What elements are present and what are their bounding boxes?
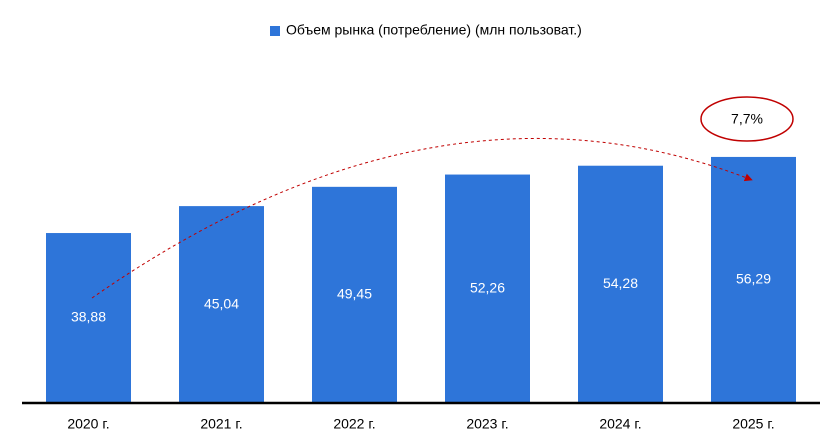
bar <box>312 186 397 403</box>
legend-label: Объем рынка (потребление) (млн пользоват… <box>286 22 582 38</box>
value-label: 56,29 <box>736 271 771 287</box>
growth-arrow <box>91 138 753 299</box>
bar <box>179 206 264 403</box>
bar <box>46 233 131 403</box>
bar <box>445 174 530 403</box>
annotation: 7,7% <box>731 111 763 127</box>
x-tick-label: 2020 г. <box>67 416 109 432</box>
bar <box>578 165 663 403</box>
bar <box>711 156 796 403</box>
x-tick-label: 2023 г. <box>466 416 508 432</box>
value-label: 38,88 <box>71 309 106 325</box>
x-tick-label: 2025 г. <box>732 416 774 432</box>
value-label: 54,28 <box>603 275 638 291</box>
x-tick-label: 2021 г. <box>200 416 242 432</box>
annotation-ellipse <box>700 96 794 142</box>
legend: Объем рынка (потребление) (млн пользоват… <box>270 22 582 38</box>
value-label: 49,45 <box>337 286 372 302</box>
bars: 38,88 45,04 49,45 52,26 54,28 56,29 <box>46 156 796 403</box>
value-label: 45,04 <box>204 295 239 311</box>
x-tick-label: 2022 г. <box>333 416 375 432</box>
legend-swatch <box>270 26 280 36</box>
x-tick-label: 2024 г. <box>599 416 641 432</box>
value-label: 52,26 <box>470 279 505 295</box>
